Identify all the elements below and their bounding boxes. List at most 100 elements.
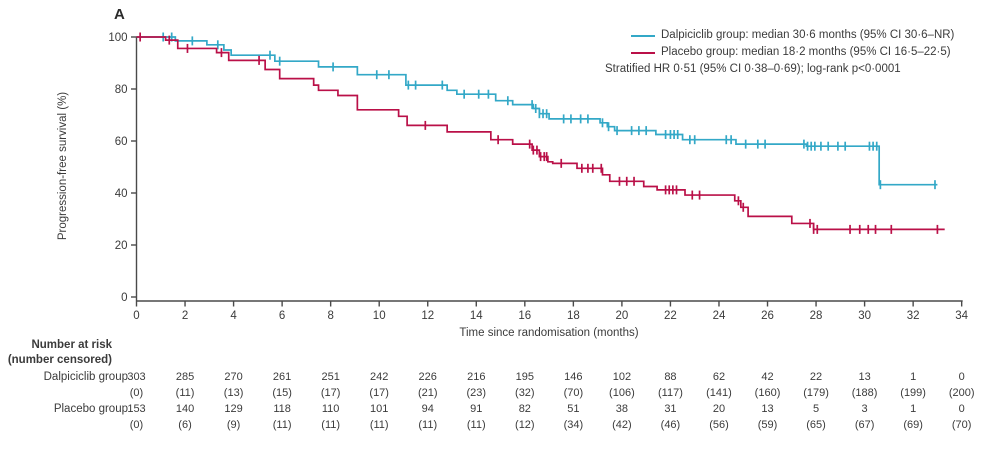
x-tick-label: 2 <box>182 310 188 322</box>
x-tick-label: 8 <box>327 310 333 322</box>
risk-count-cell: 153 <box>127 403 146 415</box>
y-tick-label: 60 <box>115 136 128 148</box>
censored-count-cell: (56) <box>709 419 729 431</box>
risk-count-cell: 285 <box>175 371 195 383</box>
censored-count-cell: (11) <box>418 419 438 431</box>
y-tick-label: 100 <box>108 32 127 44</box>
risk-count-cell: 261 <box>272 371 292 383</box>
x-tick-label: 10 <box>373 310 386 322</box>
censored-count-cell: (11) <box>321 419 341 431</box>
risk-count-cell: 20 <box>712 403 726 415</box>
x-tick-label: 28 <box>810 310 823 322</box>
censored-count-cell: (188) <box>851 387 878 399</box>
risk-count-cell: 42 <box>761 371 774 383</box>
risk-count-cell: 38 <box>615 403 629 415</box>
x-tick-label: 26 <box>761 310 774 322</box>
censored-count-cell: (17) <box>369 387 389 399</box>
censored-count-cell: (0) <box>129 419 144 431</box>
risk-count-cell: 0 <box>958 371 965 383</box>
censored-count-cell: (141) <box>706 387 732 399</box>
risk-count-cell: 216 <box>467 371 486 383</box>
y-tick-label: 20 <box>115 240 128 252</box>
risk-count-cell: 146 <box>564 371 583 383</box>
risk-count-cell: 3 <box>861 403 868 415</box>
risk-count-cell: 270 <box>224 371 243 383</box>
legend: Dalpiciclib group: median 30·6 months (9… <box>605 27 954 78</box>
y-tick-label: 80 <box>115 84 128 96</box>
x-tick-label: 0 <box>133 310 139 322</box>
censored-count-cell: (12) <box>515 419 535 431</box>
censored-count-cell: (106) <box>609 387 635 399</box>
risk-table-subtitle: (number censored) <box>7 354 112 366</box>
x-tick-label: 32 <box>907 310 920 322</box>
km-curve-dalpiciclib <box>136 36 938 186</box>
risk-count-cell: 5 <box>812 403 820 415</box>
x-tick-label: 24 <box>713 310 726 322</box>
risk-count-cell: 1 <box>910 403 917 415</box>
risk-count-cell: 118 <box>273 403 291 415</box>
risk-count-cell: 140 <box>175 403 195 415</box>
risk-count-cell: 195 <box>515 371 534 383</box>
censored-count-cell: (179) <box>803 387 829 399</box>
legend-entry-dalpiciclib-label: Dalpiciclib group: median 30·6 months (9… <box>661 29 955 41</box>
x-tick-label: 30 <box>858 310 871 322</box>
censored-count-cell: (15) <box>272 387 292 399</box>
censored-count-cell: (67) <box>854 419 875 431</box>
x-tick-label: 16 <box>518 310 531 322</box>
censored-count-cell: (23) <box>466 387 487 399</box>
censored-count-cell: (59) <box>757 419 778 431</box>
risk-count-cell: 110 <box>321 403 340 415</box>
risk-count-cell: 303 <box>127 371 146 383</box>
risk-count-cell: 82 <box>518 403 531 415</box>
x-tick-label: 22 <box>664 310 677 322</box>
risk-count-cell: 1 <box>910 371 917 383</box>
risk-row-label-placebo: Placebo group <box>53 403 128 415</box>
risk-count-cell: 94 <box>421 403 434 415</box>
censored-count-cell: (69) <box>903 419 923 431</box>
risk-count-cell: 129 <box>224 403 243 415</box>
risk-count-cell: 91 <box>470 403 483 415</box>
risk-count-cell: 22 <box>809 371 823 383</box>
censored-count-cell: (65) <box>806 419 826 431</box>
legend-entry-dalpiciclib: Dalpiciclib group: median 30·6 months (9… <box>605 27 954 44</box>
censored-count-cell: (17) <box>320 387 341 399</box>
risk-count-cell: 62 <box>712 371 726 383</box>
placebo-line-swatch-icon <box>631 51 655 54</box>
risk-count-cell: 88 <box>664 371 677 383</box>
risk-count-cell: 251 <box>321 371 340 383</box>
censored-count-cell: (21) <box>417 387 438 399</box>
risk-count-cell: 31 <box>664 403 677 415</box>
panel-label: A <box>114 6 125 23</box>
censored-count-cell: (70) <box>563 387 584 399</box>
x-axis-title: Time since randomisation (months) <box>459 327 639 339</box>
censored-count-cell: (9) <box>226 419 241 431</box>
legend-entry-placebo: Placebo group: median 18·2 months (95% C… <box>605 44 954 61</box>
risk-count-cell: 0 <box>958 403 965 415</box>
risk-count-cell: 102 <box>612 371 632 383</box>
risk-row-label-dalpiciclib: Dalpiciclib group <box>43 371 128 383</box>
legend-entry-placebo-label: Placebo group: median 18·2 months (95% C… <box>661 46 951 58</box>
risk-count-cell: 13 <box>858 371 871 383</box>
risk-table-title: Number at risk <box>31 339 112 351</box>
risk-count-cell: 101 <box>370 403 389 415</box>
censored-count-cell: (199) <box>900 387 926 399</box>
legend-stat-note: Stratified HR 0·51 (95% CI 0·38–0·69); l… <box>605 63 901 75</box>
censored-count-cell: (6) <box>178 419 192 431</box>
x-tick-label: 14 <box>470 310 483 322</box>
censored-count-cell: (11) <box>466 419 486 431</box>
y-tick-label: 40 <box>115 188 128 200</box>
x-tick-label: 34 <box>955 310 968 322</box>
x-tick-label: 4 <box>230 310 237 322</box>
censored-count-cell: (46) <box>660 419 681 431</box>
censored-count-cell: (13) <box>223 387 244 399</box>
censored-count-cell: (70) <box>951 419 972 431</box>
censored-count-cell: (11) <box>175 387 195 399</box>
km-curve-placebo <box>136 36 945 231</box>
y-tick-label: 0 <box>121 292 127 304</box>
risk-count-cell: 242 <box>370 371 389 383</box>
x-tick-label: 12 <box>421 310 434 322</box>
x-tick-label: 20 <box>616 310 629 322</box>
censored-count-cell: (200) <box>948 387 975 399</box>
censored-count-cell: (117) <box>658 387 683 399</box>
